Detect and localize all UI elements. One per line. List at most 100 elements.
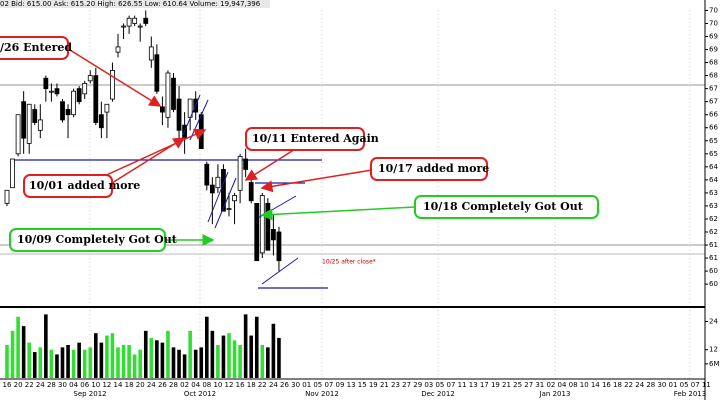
month-label: Jan 2013 bbox=[539, 390, 571, 398]
volume-bar bbox=[60, 347, 65, 378]
volume-bar bbox=[44, 314, 48, 378]
x-tick-label: 28 bbox=[646, 381, 655, 389]
volume-bar bbox=[188, 330, 192, 378]
volume-bar bbox=[66, 345, 70, 378]
x-tick-label: 20 bbox=[14, 381, 23, 389]
volume-bar bbox=[138, 349, 142, 378]
month-label: Oct 2012 bbox=[184, 390, 216, 398]
x-tick-label: 20 bbox=[136, 381, 145, 389]
volume-bar bbox=[71, 349, 76, 378]
volume-bar bbox=[88, 347, 93, 378]
y-tick-label: 70 bbox=[709, 19, 718, 27]
volume-bar bbox=[227, 333, 231, 378]
y-tick-label: 63 bbox=[709, 202, 718, 210]
x-tick-label: 12 bbox=[225, 381, 234, 389]
annotation: /26 Entered bbox=[0, 41, 72, 54]
candle-body bbox=[110, 69, 115, 100]
arrow bbox=[69, 49, 162, 107]
candle-body bbox=[171, 77, 176, 110]
header-bar bbox=[0, 0, 270, 8]
volume-bar bbox=[182, 354, 187, 378]
candle-body bbox=[37, 119, 43, 131]
volume-bar bbox=[254, 316, 259, 378]
candle-body bbox=[270, 229, 276, 241]
channel-line bbox=[182, 94, 201, 136]
candle-body bbox=[159, 106, 165, 113]
month-label: Sep 2012 bbox=[73, 390, 106, 398]
x-tick-label: 11 bbox=[702, 381, 711, 389]
x-tick-label: 21 bbox=[380, 381, 389, 389]
volume-bar bbox=[160, 342, 165, 378]
candle-body bbox=[21, 101, 27, 139]
x-tick-label: 05 bbox=[680, 381, 689, 389]
candle-body bbox=[232, 195, 237, 202]
candle-body bbox=[87, 75, 93, 82]
volume-bar bbox=[277, 337, 281, 378]
volume-bar bbox=[127, 345, 131, 378]
x-tick-label: 30 bbox=[291, 381, 300, 389]
candle-body bbox=[104, 103, 110, 113]
volume-bar bbox=[38, 347, 43, 378]
candle-body bbox=[243, 158, 249, 170]
candle-body bbox=[49, 90, 54, 93]
y-tick-label: 6M bbox=[709, 360, 720, 368]
y-tick-label: 67 bbox=[709, 98, 718, 106]
y-tick-label: 64 bbox=[709, 176, 718, 184]
x-tick-label: 05 bbox=[313, 381, 322, 389]
annotation: 10/17 added more bbox=[378, 162, 489, 175]
candle-body bbox=[76, 88, 82, 103]
annotation: 10/11 Entered Again bbox=[252, 132, 379, 145]
x-tick-label: 21 bbox=[502, 381, 511, 389]
x-tick-label: 04 bbox=[558, 381, 567, 389]
x-tick-label: 14 bbox=[591, 381, 600, 389]
y-tick-label: 12 bbox=[709, 346, 718, 354]
candle-body bbox=[148, 46, 154, 61]
x-tick-label: 07 bbox=[447, 381, 456, 389]
volume-bar bbox=[116, 347, 120, 378]
x-tick-label: 12 bbox=[102, 381, 111, 389]
x-tick-label: 10 bbox=[580, 381, 589, 389]
candle-body bbox=[43, 77, 49, 90]
volume-bar bbox=[177, 349, 181, 378]
x-tick-label: 17 bbox=[480, 381, 489, 389]
y-tick-label: 66 bbox=[709, 124, 718, 132]
x-tick-label: 27 bbox=[524, 381, 533, 389]
channel-line bbox=[214, 177, 237, 229]
candle-body bbox=[265, 202, 271, 251]
month-label: Feb 2013 bbox=[674, 390, 706, 398]
volume-bar bbox=[82, 349, 87, 378]
candle-body bbox=[10, 158, 15, 189]
x-tick-label: 10 bbox=[91, 381, 100, 389]
volume-bar bbox=[77, 342, 81, 378]
x-tick-label: 07 bbox=[324, 381, 333, 389]
annotation-box bbox=[23, 174, 113, 198]
annotation-box bbox=[9, 228, 166, 252]
candle-body bbox=[204, 163, 210, 186]
candle-body bbox=[126, 17, 132, 27]
candle-body bbox=[209, 184, 215, 194]
volume-bar bbox=[249, 335, 253, 378]
x-tick-label: 18 bbox=[247, 381, 256, 389]
candle-body bbox=[221, 169, 226, 212]
x-tick-label: 24 bbox=[36, 381, 45, 389]
volume-bar bbox=[99, 342, 104, 378]
x-tick-label: 24 bbox=[147, 381, 156, 389]
volume-bar bbox=[121, 345, 126, 378]
x-tick-label: 01 bbox=[669, 381, 678, 389]
candle-body bbox=[165, 72, 171, 118]
candle-body bbox=[15, 114, 21, 155]
volume-bar bbox=[110, 333, 115, 378]
x-tick-label: 30 bbox=[58, 381, 67, 389]
month-label: Dec 2012 bbox=[421, 390, 455, 398]
candle-body bbox=[93, 75, 99, 123]
volume-bar bbox=[205, 316, 209, 378]
volume-bar bbox=[143, 330, 148, 378]
x-tick-label: 28 bbox=[169, 381, 178, 389]
candle-body bbox=[82, 83, 88, 95]
candle-body bbox=[226, 208, 232, 210]
annotation: 10/09 Completely Got Out bbox=[17, 233, 178, 246]
volume-bar bbox=[232, 340, 237, 378]
x-tick-label: 10 bbox=[213, 381, 222, 389]
x-tick-label: 22 bbox=[624, 381, 633, 389]
